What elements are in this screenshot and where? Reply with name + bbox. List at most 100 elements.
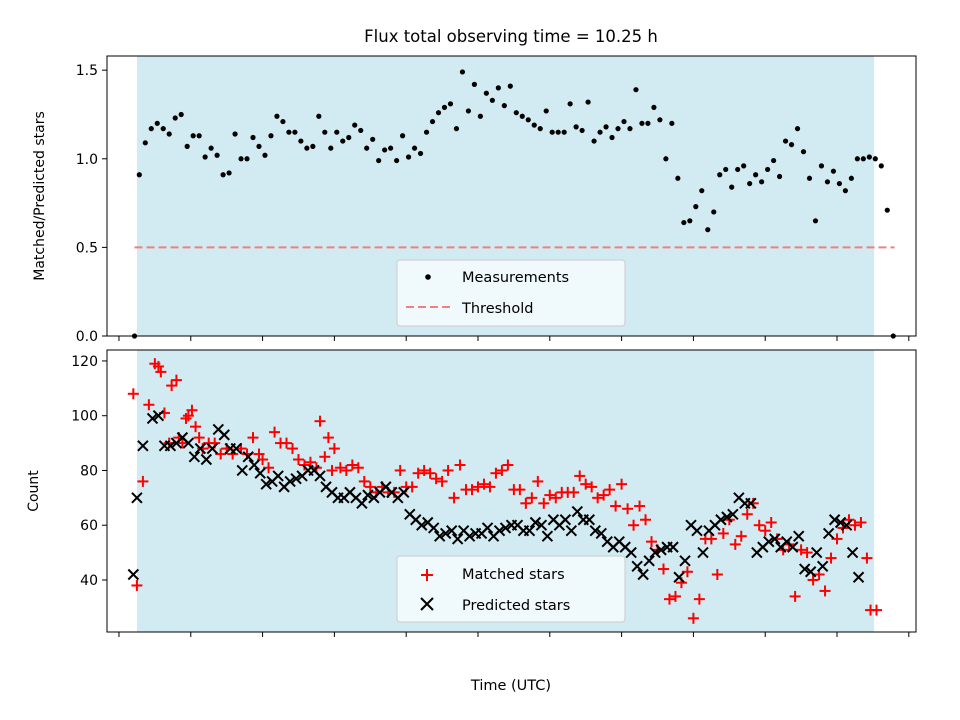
measurement-point <box>782 138 789 144</box>
matched-star-point <box>281 437 293 449</box>
matched-star-point <box>634 500 646 512</box>
measurement-point <box>597 129 603 135</box>
matched-star-point <box>186 404 198 416</box>
measurement-point <box>196 133 202 139</box>
measurement-point <box>759 179 765 185</box>
predicted-star-point <box>290 472 302 485</box>
matched-star-point <box>663 593 675 605</box>
matched-star-point <box>819 585 831 597</box>
predicted-star-point <box>272 470 284 482</box>
measurement-point <box>172 115 178 121</box>
measurement-point <box>477 113 483 119</box>
measurement-point <box>190 133 196 139</box>
ratio-x-ticks <box>118 336 910 341</box>
measurement-point <box>250 134 256 141</box>
predicted-stars-legend-label: Predicted stars <box>462 598 570 614</box>
measurement-point <box>417 150 424 157</box>
matched-star-point <box>496 464 508 476</box>
predicted-star-point <box>631 560 643 572</box>
matched-star-point <box>490 467 502 479</box>
measurement-point <box>663 156 669 162</box>
measurement-point <box>687 218 693 224</box>
matched-star-point <box>334 462 346 474</box>
matched-star-point <box>849 519 861 531</box>
measurement-point <box>627 126 633 132</box>
matched-star-point <box>314 415 326 427</box>
ratio-panel: 0.0 0.5 1.0 1.5 Matched/Predicted stars Mea… <box>32 55 917 345</box>
matched-star-point <box>247 432 259 444</box>
predicted-star-point <box>194 442 207 455</box>
matched-star-point <box>190 421 202 433</box>
measurement-point <box>645 120 651 126</box>
matched-star-point <box>176 437 188 449</box>
measurement-point <box>878 163 884 169</box>
predicted-star-point <box>499 522 512 534</box>
measurement-point <box>370 136 376 142</box>
matched-star-point <box>352 462 364 474</box>
predicted-star-point <box>655 544 667 556</box>
measurement-point <box>447 101 454 107</box>
matched-star-point <box>364 481 376 493</box>
measurement-point <box>717 172 723 178</box>
matched-star-point <box>604 484 616 496</box>
measurements-legend-marker <box>425 274 431 280</box>
measurement-point <box>322 129 328 135</box>
measurement-point <box>860 156 866 162</box>
matched-star-point <box>538 497 550 509</box>
predicted-star-point <box>314 470 326 482</box>
matched-star-point <box>628 519 640 531</box>
matched-star-point <box>616 478 628 490</box>
matched-star-point <box>705 533 717 545</box>
predicted-star-point <box>451 533 464 545</box>
measurement-point <box>435 110 442 116</box>
measurement-point <box>489 97 495 103</box>
measurement-point <box>711 209 717 215</box>
predicted-star-point <box>715 514 727 526</box>
matched-star-point <box>687 612 699 624</box>
matched-star-point <box>430 473 442 485</box>
measurement-point <box>399 133 406 139</box>
ratio-legend: Measurements Threshold <box>396 259 626 327</box>
predicted-star-point <box>131 492 143 504</box>
ratio-axes-frame <box>106 55 917 337</box>
predicted-star-point <box>230 442 242 455</box>
measurement-point <box>675 175 681 181</box>
matched-star-point <box>574 470 586 482</box>
measurement-point <box>304 145 310 151</box>
measurement-point <box>166 131 172 137</box>
predicted-star-point <box>463 530 476 542</box>
predicted-star-point <box>137 440 149 452</box>
measurement-point <box>561 129 567 135</box>
measurement-point <box>382 147 388 153</box>
predicted-star-point <box>679 555 691 567</box>
predicted-stars-points <box>127 410 865 583</box>
predicted-star-point <box>595 527 607 540</box>
measurement-point <box>818 163 825 169</box>
matched-star-point <box>269 426 281 438</box>
measurement-point <box>256 143 262 149</box>
matched-star-point <box>532 475 544 487</box>
matched-star-point <box>801 547 813 559</box>
predicted-star-point <box>493 524 506 537</box>
measurement-point <box>651 104 657 110</box>
matched-star-point <box>640 514 652 526</box>
matched-star-point <box>669 590 681 602</box>
matched-star-point <box>292 454 304 466</box>
measurement-point <box>136 172 142 178</box>
matched-star-point <box>322 432 334 444</box>
matched-star-point <box>622 503 634 515</box>
measurement-point <box>364 145 370 151</box>
measurement-point <box>699 188 705 194</box>
matched-star-point <box>598 489 610 501</box>
measurement-point <box>328 145 334 151</box>
matched-star-point <box>693 593 705 605</box>
measurement-point <box>747 180 753 187</box>
measurement-point <box>244 156 250 162</box>
bot-y-tick-label: 40 <box>80 573 98 589</box>
measurement-point <box>669 120 675 126</box>
predicted-star-point <box>667 541 679 553</box>
matched-star-point <box>580 478 592 490</box>
measurement-point <box>681 219 687 226</box>
predicted-star-point <box>398 486 410 499</box>
